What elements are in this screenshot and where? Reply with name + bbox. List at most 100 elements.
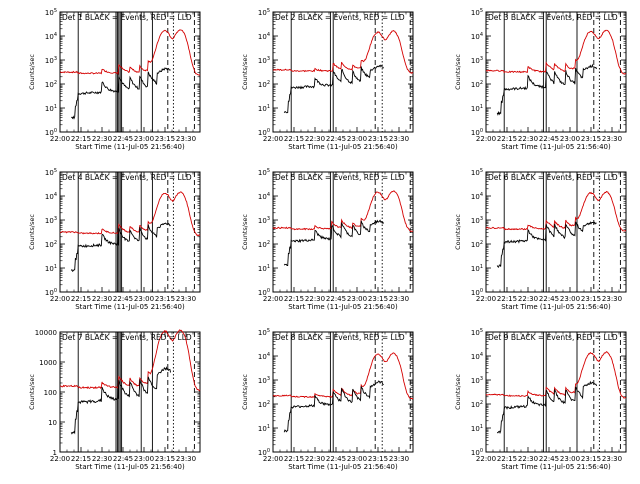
x-tick-label: 23:00 — [134, 295, 154, 303]
y-tick-label: 104 — [45, 192, 57, 201]
y-tick-label: 1000 — [39, 359, 57, 367]
x-tick-label: 22:15 — [284, 135, 304, 143]
x-axis-label: Start Time (11-Jul-05 21:56:40) — [501, 303, 611, 311]
y-tick-label: 104 — [45, 32, 57, 41]
x-tick-label: 22:15 — [497, 455, 517, 463]
x-tick-label: 23:15 — [155, 295, 175, 303]
y-tick-label: 105 — [471, 328, 483, 337]
y-tick-label: 103 — [471, 216, 483, 225]
x-tick-label: 23:30 — [176, 455, 196, 463]
x-axis-label: Start Time (11-Jul-05 21:56:40) — [288, 303, 398, 311]
x-tick-label: 23:30 — [389, 135, 409, 143]
x-tick-label: 23:30 — [389, 455, 409, 463]
x-tick-label: 23:15 — [368, 135, 388, 143]
panel-title: Det 8 BLACK = Events, RED = LLD — [275, 333, 405, 342]
x-tick-label: 22:30 — [92, 455, 112, 463]
x-tick-label: 22:45 — [326, 135, 346, 143]
x-tick-label: 23:00 — [560, 295, 580, 303]
x-axis-label: Start Time (11-Jul-05 21:56:40) — [288, 463, 398, 471]
panel-title: Det 7 BLACK = Events, RED = LLD — [62, 333, 192, 342]
x-tick-label: 22:00 — [50, 455, 70, 463]
series-line-events — [496, 221, 597, 268]
x-tick-label: 23:30 — [176, 295, 196, 303]
y-tick-label: 104 — [471, 32, 483, 41]
x-tick-label: 22:30 — [305, 295, 325, 303]
y-tick-label: 102 — [471, 240, 483, 249]
series-line-events — [70, 366, 172, 435]
x-tick-label: 22:30 — [518, 455, 538, 463]
x-tick-label: 22:45 — [539, 455, 559, 463]
x-tick-label: 23:30 — [602, 135, 622, 143]
x-tick-label: 22:15 — [71, 295, 91, 303]
plot-frame — [272, 171, 414, 293]
x-tick-label: 23:30 — [389, 295, 409, 303]
plot-frame — [59, 331, 201, 453]
y-tick-label: 10000 — [35, 329, 57, 337]
y-tick-label: 104 — [471, 352, 483, 361]
x-axis-label: Start Time (11-Jul-05 21:56:40) — [75, 143, 185, 151]
y-tick-label: 102 — [471, 400, 483, 409]
x-tick-label: 22:00 — [263, 295, 283, 303]
y-tick-label: 100 — [471, 288, 483, 297]
x-tick-label: 22:30 — [518, 135, 538, 143]
y-tick-label: 100 — [44, 389, 57, 397]
series-line-lld — [485, 190, 627, 232]
x-tick-label: 23:15 — [581, 135, 601, 143]
x-tick-label: 23:15 — [155, 135, 175, 143]
y-axis-label: Counts/sec — [454, 214, 462, 250]
x-tick-label: 23:30 — [176, 135, 196, 143]
y-tick-label: 101 — [258, 264, 270, 273]
series-line-lld — [485, 29, 627, 75]
y-tick-label: 105 — [45, 168, 57, 177]
y-tick-label: 102 — [258, 80, 270, 89]
y-tick-label: 102 — [471, 80, 483, 89]
y-tick-label: 101 — [45, 264, 57, 273]
y-tick-label: 100 — [45, 288, 57, 297]
x-tick-label: 22:15 — [71, 455, 91, 463]
y-tick-label: 100 — [471, 448, 483, 457]
x-tick-label: 22:00 — [50, 135, 70, 143]
x-tick-label: 22:30 — [305, 455, 325, 463]
x-tick-label: 22:30 — [92, 295, 112, 303]
y-axis-label: Counts/sec — [241, 54, 249, 90]
y-tick-label: 101 — [471, 264, 483, 273]
y-axis-label: Counts/sec — [28, 54, 36, 90]
detector-panel-7: 1 10 100 1000 10000 22:00 22:15 22:30 22:45 23:00… — [28, 329, 201, 471]
y-tick-label: 101 — [258, 424, 270, 433]
series-line-events — [71, 67, 171, 120]
panel-title: Det 5 BLACK = Events, RED = LLD — [275, 173, 405, 182]
x-tick-label: 23:00 — [134, 135, 154, 143]
x-tick-label: 22:00 — [263, 135, 283, 143]
x-tick-label: 23:00 — [134, 455, 154, 463]
series-line-events — [496, 380, 598, 434]
y-tick-label: 102 — [258, 240, 270, 249]
y-tick-label: 100 — [471, 128, 483, 137]
panel-title: Det 4 BLACK = Events, RED = LLD — [62, 173, 192, 182]
series-line-lld — [59, 329, 201, 392]
y-tick-label: 101 — [258, 104, 270, 113]
panel-title: Det 3 BLACK = Events, RED = LLD — [488, 13, 618, 22]
panel-title: Det 9 BLACK = Events, RED = LLD — [488, 333, 618, 342]
x-tick-label: 23:15 — [581, 455, 601, 463]
x-tick-label: 22:45 — [326, 295, 346, 303]
y-tick-label: 102 — [45, 80, 57, 89]
series-line-lld — [272, 352, 414, 400]
x-tick-label: 22:00 — [476, 455, 496, 463]
y-tick-label: 103 — [471, 376, 483, 385]
series-line-lld — [59, 29, 201, 76]
x-tick-label: 23:15 — [368, 455, 388, 463]
y-tick-label: 100 — [258, 448, 270, 457]
x-axis-label: Start Time (11-Jul-05 21:56:40) — [75, 463, 185, 471]
x-tick-label: 23:30 — [602, 455, 622, 463]
y-tick-label: 105 — [258, 168, 270, 177]
panel-title: Det 1 BLACK = Events, RED = LLD — [62, 13, 192, 22]
series-line-lld — [485, 351, 627, 399]
series-line-events — [283, 64, 384, 114]
